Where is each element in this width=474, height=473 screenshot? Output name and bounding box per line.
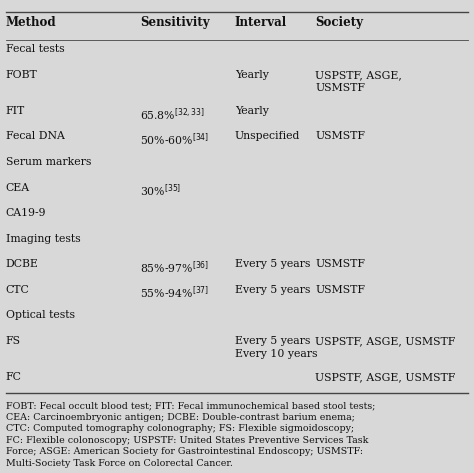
Text: Unspecified: Unspecified [235,131,300,141]
Text: Every 5 years: Every 5 years [235,259,310,269]
Text: 85%-97%$^{[36]}$: 85%-97%$^{[36]}$ [140,259,209,276]
Text: CEA: CEA [6,183,30,193]
Text: Every 5 years
Every 10 years: Every 5 years Every 10 years [235,336,317,359]
Text: USPSTF, ASGE,
USMSTF: USPSTF, ASGE, USMSTF [315,70,402,93]
Text: CTC: CTC [6,285,29,295]
Text: Every 5 years: Every 5 years [235,285,310,295]
Text: Method: Method [6,16,56,28]
Text: USPSTF, ASGE, USMSTF: USPSTF, ASGE, USMSTF [315,336,456,346]
Text: FIT: FIT [6,106,25,116]
Text: FOBT: Fecal occult blood test; FIT: Fecal immunochemical based stool tests;
CEA:: FOBT: Fecal occult blood test; FIT: Feca… [6,402,375,468]
Text: Yearly: Yearly [235,106,268,116]
Text: Imaging tests: Imaging tests [6,234,80,244]
Text: USMSTF: USMSTF [315,131,365,141]
Text: Interval: Interval [235,16,287,28]
Text: USMSTF: USMSTF [315,259,365,269]
Text: Yearly: Yearly [235,70,268,80]
Text: 65.8%$^{[32,33]}$: 65.8%$^{[32,33]}$ [140,106,205,123]
Text: Fecal DNA: Fecal DNA [6,131,64,141]
Text: USMSTF: USMSTF [315,285,365,295]
Text: CA19-9: CA19-9 [6,208,46,218]
Text: 50%-60%$^{[34]}$: 50%-60%$^{[34]}$ [140,131,209,148]
Text: 30%$^{[35]}$: 30%$^{[35]}$ [140,183,181,199]
Text: Fecal tests: Fecal tests [6,44,64,54]
Text: Society: Society [315,16,363,28]
Text: 55%-94%$^{[37]}$: 55%-94%$^{[37]}$ [140,285,209,301]
Text: DCBE: DCBE [6,259,38,269]
Text: FOBT: FOBT [6,70,37,80]
Text: Serum markers: Serum markers [6,157,91,167]
Text: USPSTF, ASGE, USMSTF: USPSTF, ASGE, USMSTF [315,372,456,382]
Text: FS: FS [6,336,21,346]
Text: FC: FC [6,372,21,382]
Text: Optical tests: Optical tests [6,310,75,320]
Text: Sensitivity: Sensitivity [140,16,210,28]
